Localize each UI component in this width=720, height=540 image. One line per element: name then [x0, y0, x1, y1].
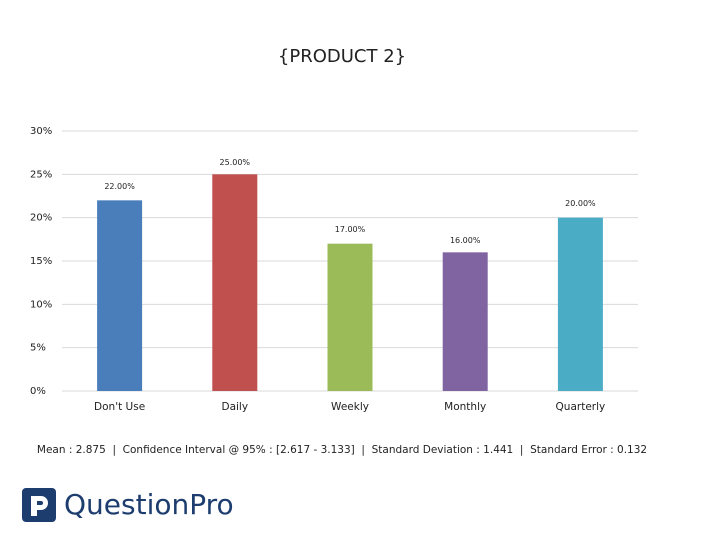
y-tick-label: 5% — [30, 343, 46, 354]
bar — [327, 243, 373, 391]
bar — [442, 252, 488, 391]
y-tick-label: 0% — [30, 386, 46, 397]
bar — [212, 174, 258, 391]
value-label: 20.00% — [565, 199, 596, 208]
x-tick-label: Quarterly — [556, 401, 606, 413]
x-tick-label: Daily — [222, 401, 249, 413]
y-tick-label: 30% — [30, 126, 52, 137]
bar — [97, 200, 143, 391]
stats-line: Mean : 2.875 | Confidence Interval @ 95%… — [37, 444, 647, 456]
bar — [557, 217, 603, 391]
value-label: 22.00% — [104, 182, 135, 191]
x-tick-label: Weekly — [331, 401, 369, 413]
x-tick-label: Don't Use — [94, 401, 145, 413]
x-tick-label: Monthly — [444, 401, 486, 413]
y-tick-label: 10% — [30, 299, 52, 310]
value-label: 17.00% — [335, 225, 366, 234]
y-tick-label: 20% — [30, 213, 52, 224]
chart-title: {PRODUCT 2} — [278, 46, 406, 67]
y-tick-label: 15% — [30, 256, 52, 267]
logo-icon — [22, 488, 56, 522]
y-tick-label: 25% — [30, 169, 52, 180]
value-label: 16.00% — [450, 236, 481, 245]
brand-name: QuestionPro — [64, 488, 234, 521]
value-label: 25.00% — [220, 158, 251, 167]
